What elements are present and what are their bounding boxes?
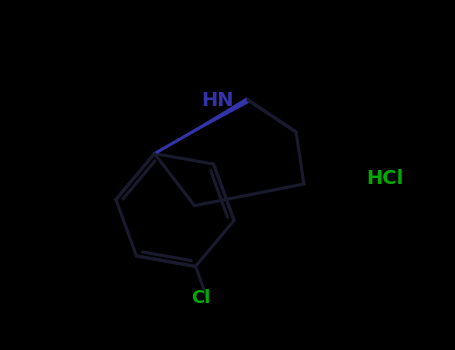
Text: Cl: Cl xyxy=(191,289,210,307)
Text: HCl: HCl xyxy=(366,168,404,188)
Polygon shape xyxy=(155,97,249,154)
Text: HN: HN xyxy=(202,91,234,110)
